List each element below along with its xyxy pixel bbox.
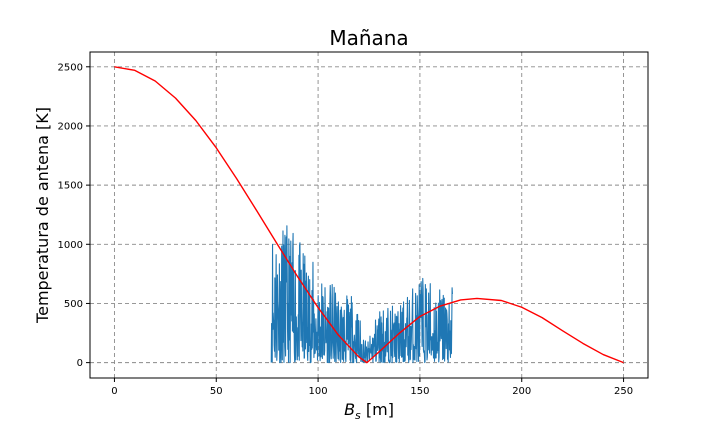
y-tick-label: 2500 xyxy=(58,62,83,73)
x-tick-label: 50 xyxy=(210,386,223,397)
blue-series-line xyxy=(270,225,453,364)
x-axis-label-subscript: s xyxy=(355,409,361,422)
y-tick-label: 1000 xyxy=(58,240,83,251)
y-tick-label: 2000 xyxy=(58,121,83,132)
x-tick-label: 0 xyxy=(111,386,117,397)
x-tick-label: 250 xyxy=(614,386,633,397)
x-tick-label: 150 xyxy=(410,386,429,397)
y-axis-label: Temperatura de antena [K] xyxy=(33,107,52,324)
y-tick-label: 1500 xyxy=(58,181,83,192)
y-tick-label: 0 xyxy=(77,358,83,369)
x-axis-label: Bs [m] xyxy=(344,400,394,422)
x-tick-label: 200 xyxy=(512,386,531,397)
chart-title: Mañana xyxy=(329,26,408,50)
series-layer xyxy=(114,66,624,364)
plot-frame xyxy=(89,51,649,379)
x-tick-label: 100 xyxy=(309,386,328,397)
x-axis-label-unit: [m] xyxy=(361,400,394,419)
grid xyxy=(90,52,648,378)
x-axis-label-symbol: B xyxy=(344,400,355,419)
y-tick-label: 500 xyxy=(64,299,83,310)
red-series-line xyxy=(114,66,624,364)
